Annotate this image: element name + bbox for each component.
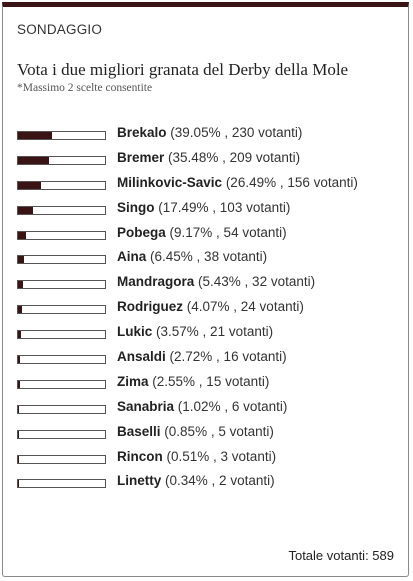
option-label: Baselli (0.85% , 5 votanti)	[117, 424, 274, 439]
vote-bar	[17, 131, 106, 140]
poll-option[interactable]: Lukic (3.57% , 21 votanti)	[17, 323, 402, 348]
poll-option[interactable]: Ansaldi (2.72% , 16 votanti)	[17, 348, 402, 373]
poll-option[interactable]: Linetty (0.34% , 2 votanti)	[17, 472, 402, 497]
option-name: Rodriguez	[117, 299, 183, 315]
vote-bar	[17, 155, 106, 165]
vote-bar	[17, 255, 106, 265]
vote-bar-fill	[18, 356, 21, 364]
option-stats: (6.45% , 38 votanti)	[150, 249, 268, 265]
option-name: Zima	[117, 373, 149, 389]
vote-bar	[17, 280, 106, 290]
poll-option[interactable]: Sanabria (1.02% , 6 votanti)	[17, 398, 402, 423]
option-label: Singo (17.49% , 103 votanti)	[117, 200, 290, 215]
option-name: Rincon	[117, 448, 163, 464]
vote-bar-fill	[18, 331, 22, 339]
option-label: Pobega (9.17% , 54 votanti)	[117, 225, 287, 240]
option-name: Bremer	[117, 149, 165, 165]
option-stats: (2.72% , 16 votanti)	[169, 349, 287, 365]
option-stats: (5.43% , 32 votanti)	[198, 274, 316, 290]
vote-bar-fill	[18, 380, 21, 388]
option-name: Pobega	[117, 224, 166, 240]
option-name: Ansaldi	[117, 349, 166, 365]
poll-option[interactable]: Brekalo (39.05% , 230 votanti)	[17, 124, 402, 149]
option-stats: (4.07% , 24 votanti)	[186, 299, 304, 315]
option-label: Rodriguez (4.07% , 24 votanti)	[117, 299, 304, 314]
vote-bar	[17, 305, 106, 315]
poll-option[interactable]: Bremer (35.48% , 209 votanti)	[17, 149, 402, 174]
option-stats: (35.48% , 209 votanti)	[168, 149, 301, 165]
vote-bar	[17, 230, 106, 240]
poll-option[interactable]: Baselli (0.85% , 5 votanti)	[17, 423, 402, 448]
poll-option[interactable]: Rincon (0.51% , 3 votanti)	[17, 448, 402, 473]
option-stats: (17.49% , 103 votanti)	[158, 199, 291, 215]
option-label: Bremer (35.48% , 209 votanti)	[117, 150, 300, 165]
vote-bar-fill	[18, 156, 49, 164]
option-label: Linetty (0.34% , 2 votanti)	[117, 473, 275, 488]
option-label: Zima (2.55% , 15 votanti)	[117, 374, 269, 389]
vote-bar-fill	[18, 231, 26, 239]
poll-option[interactable]: Rodriguez (4.07% , 24 votanti)	[17, 298, 402, 323]
vote-bar	[17, 180, 106, 190]
option-label: Aina (6.45% , 38 votanti)	[117, 249, 267, 264]
vote-bar	[17, 479, 106, 489]
option-name: Aina	[117, 249, 147, 265]
option-label: Ansaldi (2.72% , 16 votanti)	[117, 349, 287, 364]
vote-bar-fill	[18, 132, 52, 139]
vote-bar	[17, 355, 106, 365]
vote-bar	[17, 330, 106, 340]
option-name: Brekalo	[117, 125, 167, 140]
option-name: Sanabria	[117, 398, 175, 414]
vote-bar-fill	[18, 206, 34, 214]
poll-card: SONDAGGIO Vota i due migliori granata de…	[2, 2, 409, 577]
option-label: Mandragora (5.43% , 32 votanti)	[117, 274, 315, 289]
vote-bar-fill	[18, 405, 19, 413]
poll-option[interactable]: Milinkovic-Savic (26.49% , 156 votanti)	[17, 174, 402, 199]
vote-bar	[17, 379, 106, 389]
option-stats: (0.85% , 5 votanti)	[164, 423, 274, 439]
vote-bar-fill	[18, 256, 24, 264]
option-stats: (0.34% , 2 votanti)	[165, 473, 275, 489]
option-stats: (9.17% , 54 votanti)	[169, 224, 287, 240]
poll-options-list: Brekalo (39.05% , 230 votanti) Bremer (35…	[17, 124, 402, 497]
poll-note: *Massimo 2 scelte consentite	[17, 82, 153, 94]
vote-bar-fill	[18, 306, 22, 314]
option-label: Brekalo (39.05% , 230 votanti)	[117, 125, 302, 140]
poll-option[interactable]: Pobega (9.17% , 54 votanti)	[17, 224, 402, 249]
poll-question: Vota i due migliori granata del Derby de…	[17, 60, 349, 79]
poll-option[interactable]: Singo (17.49% , 103 votanti)	[17, 199, 402, 224]
poll-option[interactable]: Aina (6.45% , 38 votanti)	[17, 248, 402, 273]
vote-bar	[17, 429, 106, 439]
option-label: Milinkovic-Savic (26.49% , 156 votanti)	[117, 175, 358, 190]
poll-option[interactable]: Mandragora (5.43% , 32 votanti)	[17, 273, 402, 298]
option-stats: (2.55% , 15 votanti)	[152, 373, 270, 389]
option-name: Linetty	[117, 473, 162, 489]
poll-option[interactable]: Zima (2.55% , 15 votanti)	[17, 373, 402, 398]
option-stats: (3.57% , 21 votanti)	[156, 324, 274, 340]
vote-bar	[17, 454, 106, 464]
vote-bar-fill	[18, 430, 19, 438]
option-name: Lukic	[117, 324, 153, 340]
option-label: Sanabria (1.02% , 6 votanti)	[117, 399, 287, 414]
option-label: Rincon (0.51% , 3 votanti)	[117, 449, 276, 464]
vote-bar-fill	[18, 281, 23, 289]
vote-bar-fill	[18, 181, 42, 189]
option-stats: (39.05% , 230 votanti)	[170, 125, 303, 140]
option-name: Singo	[117, 199, 155, 215]
vote-bar	[17, 404, 106, 414]
total-voters: Totale votanti: 589	[288, 548, 394, 563]
option-stats: (0.51% , 3 votanti)	[166, 448, 277, 464]
vote-bar	[17, 205, 106, 215]
option-name: Baselli	[117, 423, 161, 439]
poll-kicker: SONDAGGIO	[17, 22, 103, 37]
option-name: Mandragora	[117, 274, 195, 290]
option-stats: (1.02% , 6 votanti)	[177, 398, 288, 414]
option-label: Lukic (3.57% , 21 votanti)	[117, 324, 273, 339]
option-name: Milinkovic-Savic	[117, 174, 223, 190]
option-stats: (26.49% , 156 votanti)	[225, 174, 358, 190]
